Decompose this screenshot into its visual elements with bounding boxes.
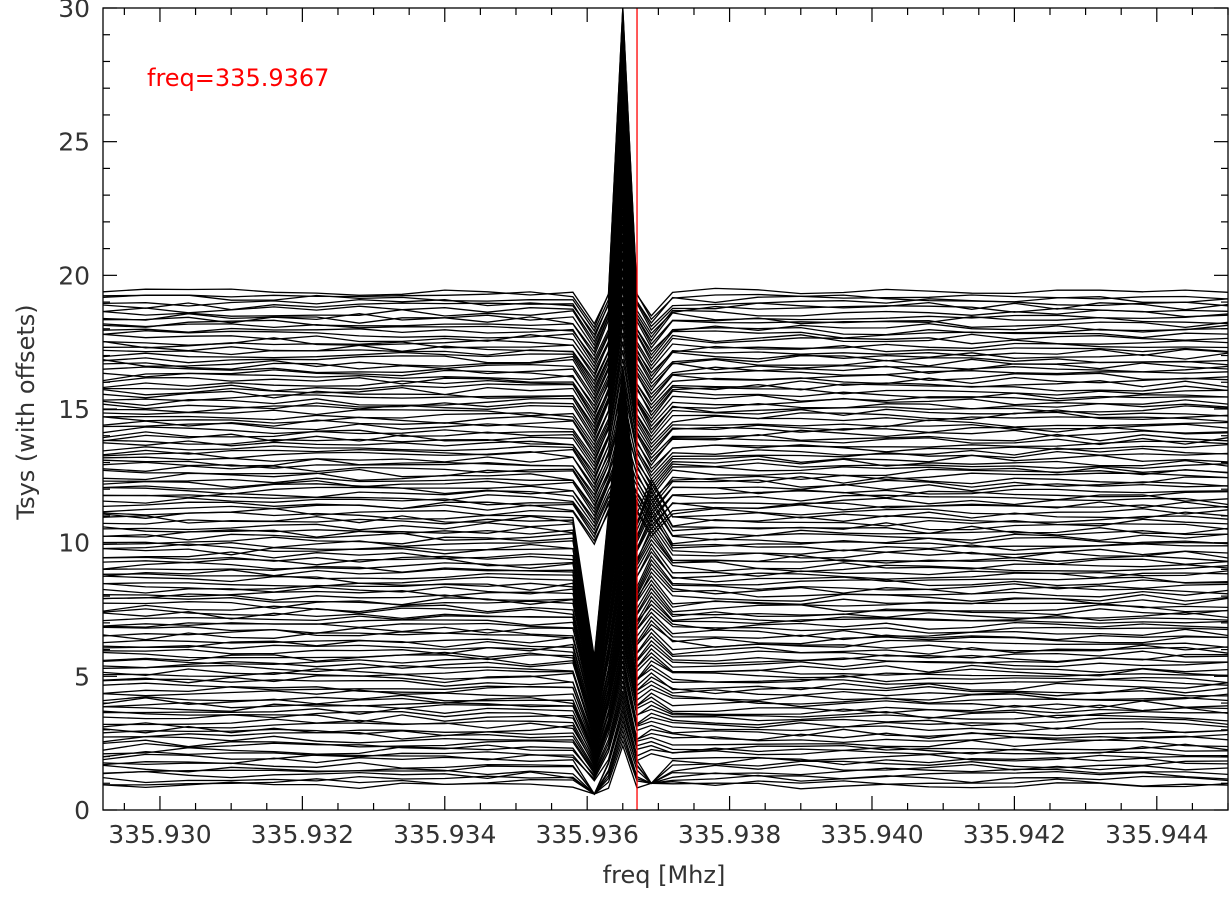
x-tick-label: 335.936 bbox=[535, 820, 638, 849]
x-axis-title: freq [Mhz] bbox=[603, 861, 726, 889]
series-line bbox=[103, 173, 1228, 404]
y-tick-label: 30 bbox=[58, 0, 90, 23]
series-line bbox=[103, 130, 1228, 386]
series-line bbox=[103, 8, 1228, 329]
x-tick-label: 335.934 bbox=[393, 820, 496, 849]
series-layer bbox=[103, 8, 1228, 796]
y-tick-label: 10 bbox=[58, 529, 90, 558]
y-tick-label: 15 bbox=[58, 395, 90, 424]
x-tick-label: 335.932 bbox=[251, 820, 354, 849]
x-tick-label: 335.944 bbox=[1105, 820, 1208, 849]
x-tick-label: 335.942 bbox=[963, 820, 1066, 849]
y-axis-title: Tsys (with offsets) bbox=[12, 304, 40, 520]
series-line bbox=[103, 15, 1228, 333]
y-tick-label: 20 bbox=[58, 261, 90, 290]
y-tick-label: 5 bbox=[74, 662, 90, 691]
x-tick-label: 335.930 bbox=[108, 820, 211, 849]
y-tick-label: 0 bbox=[74, 796, 90, 825]
x-tick-label: 335.938 bbox=[678, 820, 781, 849]
y-tick-label: 25 bbox=[58, 128, 90, 157]
freq-annotation: freq=335.9367 bbox=[147, 64, 329, 92]
series-line bbox=[103, 147, 1228, 393]
series-line bbox=[103, 122, 1228, 382]
series-line bbox=[103, 51, 1228, 351]
axes-layer: 335.930 335.932 335.934 335.936 335.938 335.9… bbox=[58, 0, 1229, 849]
series-line bbox=[103, 8, 1228, 326]
series-line bbox=[103, 358, 1228, 479]
series-line bbox=[103, 733, 1228, 795]
x-tick-label: 335.940 bbox=[820, 820, 923, 849]
